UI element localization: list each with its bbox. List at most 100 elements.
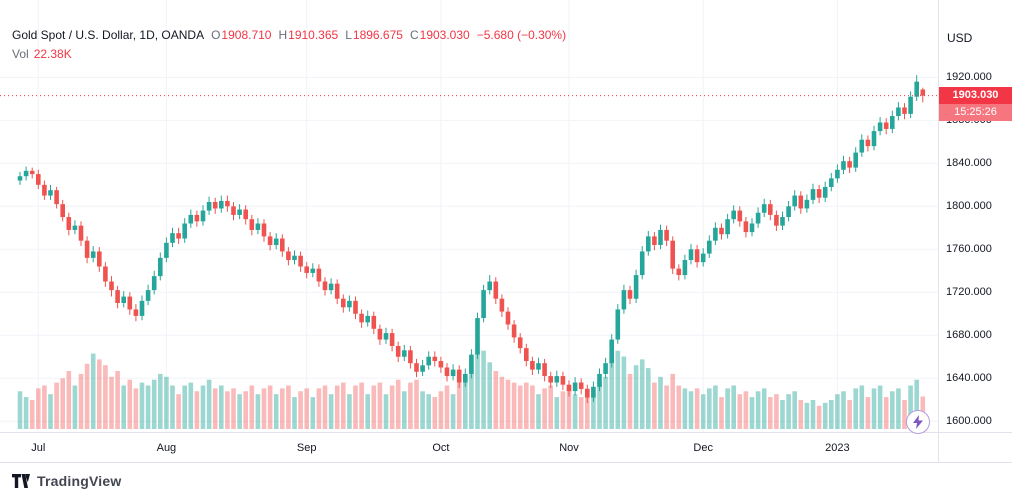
volume-bar: [688, 391, 694, 429]
candle-body: [164, 242, 169, 258]
volume-bar: [786, 394, 791, 429]
volume-bar: [408, 382, 413, 429]
candle-body: [877, 122, 883, 132]
volume-bar: [816, 405, 822, 429]
candle-body: [670, 240, 675, 269]
candle-body: [298, 255, 303, 267]
candle-body: [578, 382, 584, 389]
countdown-badge: 15:25:26: [939, 103, 1012, 121]
volume-bar: [109, 376, 114, 429]
volume-bar: [17, 391, 23, 429]
volume-bar: [761, 388, 767, 429]
price-axis[interactable]: USD 1903.030 15:25:26 1920.0001880.00018…: [938, 0, 1012, 432]
candle-body: [621, 290, 627, 310]
candle-body: [145, 290, 151, 301]
volume-bar: [286, 385, 291, 429]
candle-body: [920, 89, 926, 96]
price-tick-label: 1800.000: [946, 200, 992, 213]
candle-body: [341, 298, 346, 308]
candle-body: [103, 266, 108, 282]
time-axis[interactable]: Jul Aug Sep Oct Nov Dec 2023: [0, 432, 938, 462]
candle-body: [127, 296, 133, 310]
candle-body: [133, 309, 139, 316]
candle-body: [585, 388, 590, 398]
candle-body: [572, 382, 578, 392]
volume-bar: [511, 382, 517, 429]
volume-bar: [774, 394, 779, 429]
candle-body: [383, 333, 389, 340]
candle-body: [768, 204, 773, 215]
volume-bar: [164, 376, 169, 429]
candle-body: [200, 210, 206, 222]
candle-body: [72, 225, 78, 230]
volume-bar: [585, 388, 590, 429]
volume-bar: [621, 356, 627, 429]
volume-bar: [469, 359, 474, 429]
candle-body: [316, 268, 322, 282]
volume-bar: [97, 359, 102, 429]
lightning-button[interactable]: [906, 410, 930, 434]
candle-body: [115, 290, 120, 304]
volume-bar: [151, 379, 157, 429]
candle-body: [859, 139, 865, 153]
volume-bar: [261, 388, 267, 429]
candle-body: [700, 253, 706, 263]
legend-row-ohlc: Gold Spot / U.S. Dollar, 1D, OANDA O1908.…: [12, 26, 566, 45]
lightning-icon: [913, 415, 923, 429]
candle-body: [676, 268, 682, 276]
volume-bar: [780, 400, 785, 429]
volume-bar: [755, 391, 761, 429]
volume-bar: [347, 394, 352, 429]
volume-bar: [212, 388, 218, 429]
price-tick-label: 1760.000: [946, 243, 992, 256]
candle-body: [517, 337, 523, 349]
volume-bar: [298, 391, 303, 429]
candle-body: [646, 236, 651, 252]
axis-corner: [938, 432, 1012, 462]
candlestick-chart[interactable]: [0, 0, 938, 432]
tradingview-logo[interactable]: [12, 473, 30, 488]
symbol-title[interactable]: Gold Spot / U.S. Dollar, 1D, OANDA: [12, 28, 205, 42]
candle-body: [511, 324, 517, 338]
candle-body: [603, 363, 608, 374]
volume-bar: [505, 379, 511, 429]
volume-bar: [883, 397, 889, 429]
volume-bar: [48, 394, 53, 429]
candle-body: [871, 131, 877, 147]
volume-bar: [267, 385, 273, 429]
brand-text[interactable]: TradingView: [37, 472, 122, 489]
candle-body: [530, 361, 535, 370]
candle-body: [243, 209, 248, 220]
candle-body: [249, 219, 255, 230]
candle-body: [109, 281, 114, 291]
volume-bar: [743, 391, 749, 429]
volume-bar: [237, 394, 242, 429]
candle-body: [487, 281, 492, 291]
volume-bar: [890, 391, 895, 429]
candle-body: [804, 199, 810, 209]
volume-bar: [29, 400, 35, 429]
volume-bar: [731, 385, 736, 429]
volume-bar: [597, 382, 602, 429]
candle-body: [469, 354, 474, 374]
candle-body: [420, 365, 425, 372]
change-value: −5.680 (−0.30%): [476, 28, 567, 42]
candle-body: [23, 170, 29, 177]
chart-pane[interactable]: Gold Spot / U.S. Dollar, 1D, OANDA O1908.…: [0, 0, 938, 432]
candle-body: [371, 315, 377, 329]
candle-body: [731, 210, 736, 220]
candle-body: [554, 376, 560, 383]
close-value: 1903.030: [419, 28, 470, 42]
candle-body: [66, 217, 72, 230]
volume-bar: [487, 362, 492, 429]
low-label: L: [345, 28, 352, 42]
volume-bar: [896, 388, 901, 429]
high-label: H: [278, 28, 288, 42]
candle-body: [865, 139, 871, 147]
candle-body: [761, 204, 767, 213]
volume-bar: [627, 373, 633, 429]
price-tick-label: 1920.000: [946, 71, 992, 84]
volume-bar: [737, 394, 743, 429]
volume-bar: [371, 385, 377, 429]
candle-body: [444, 367, 450, 377]
